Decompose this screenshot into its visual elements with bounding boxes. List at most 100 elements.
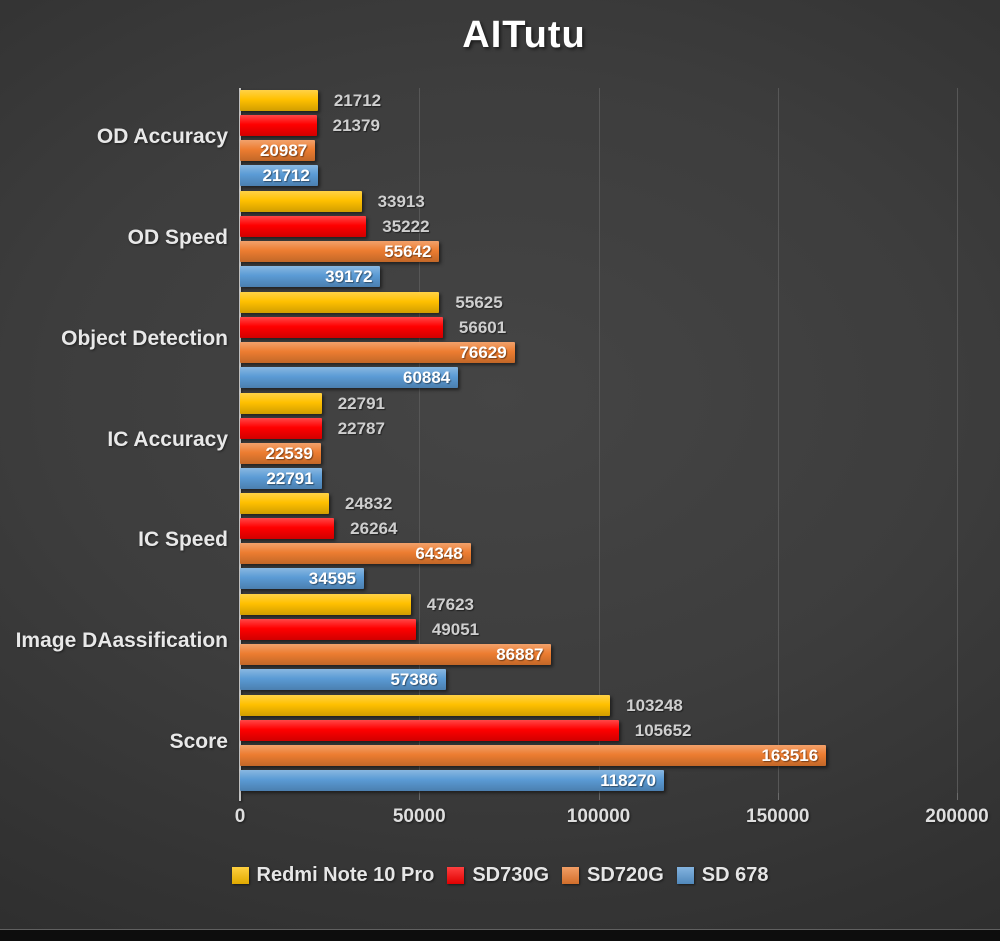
bar: 55642 (240, 241, 440, 263)
bar: 76629 (240, 341, 515, 363)
bar (240, 618, 416, 640)
bar-group: 33913 35222 55642 39172 (240, 191, 957, 291)
bar-row: 56601 (240, 316, 957, 338)
value-label: 21712 (333, 91, 382, 111)
value-label: 76629 (459, 342, 507, 362)
bar: 118270 (240, 769, 664, 791)
bar-row: 105652 (240, 719, 957, 741)
x-axis: 0 50000 100000 150000 200000 (235, 806, 989, 836)
axis-tick (777, 793, 779, 800)
bottom-strip (0, 929, 1000, 941)
value-label: 35222 (382, 217, 430, 237)
legend-label: Redmi Note 10 Pro (256, 864, 435, 886)
bar: 86887 (240, 643, 552, 665)
chart-title: AITutu (462, 14, 586, 56)
legend: Redmi Note 10 Pro SD730G SD720G SD 678 (0, 864, 1000, 887)
legend-item: SD 678 (676, 864, 768, 887)
legend-swatch (562, 867, 580, 884)
bar-row: 86887 (240, 643, 957, 665)
gridline (957, 88, 958, 793)
x-tick-label: 150000 (746, 806, 810, 827)
bar-row: 118270 (240, 769, 957, 791)
bar: 20987 (240, 140, 316, 162)
category-label: Image DAassification (15, 628, 228, 652)
category-label: Score (169, 729, 228, 753)
bar (240, 191, 362, 213)
bar-row: 24832 (240, 493, 957, 515)
x-tick-label: 200000 (925, 806, 989, 827)
bar (240, 694, 611, 716)
bar-row: 76629 (240, 341, 957, 363)
bar: 60884 (240, 366, 459, 388)
bar-group: 47623 49051 86887 57386 (240, 593, 957, 694)
value-label: 60884 (402, 367, 451, 387)
x-tick-label: 50000 (392, 806, 446, 827)
bar: 163516 (240, 744, 827, 766)
bar-group: 55625 56601 76629 60884 (240, 291, 957, 392)
category-axis: OD Accuracy OD Speed Object Detection IC Ac… (0, 88, 228, 793)
value-label: 86887 (496, 644, 544, 664)
value-label: 26264 (350, 519, 398, 539)
value-label: 57386 (390, 669, 438, 689)
value-label: 49051 (431, 619, 480, 639)
bar (240, 291, 440, 313)
bar-row: 34595 (240, 568, 957, 590)
bar (240, 518, 335, 540)
bar: 57386 (240, 668, 446, 690)
bar-row: 64348 (240, 543, 957, 565)
category-label: OD Speed (127, 226, 228, 250)
bar-row: 20987 (240, 140, 957, 162)
bar-row: 22787 (240, 417, 957, 439)
bar (240, 115, 317, 137)
bar: 39172 (240, 266, 381, 288)
value-label: 47623 (426, 594, 474, 614)
bar: 64348 (240, 543, 471, 565)
value-label: 22791 (337, 393, 385, 413)
plot-area: 21712 21379 20987 21712 33913 35222 55642 39172… (239, 88, 958, 801)
axis-tick (419, 793, 421, 800)
bar-row: 22539 (240, 442, 957, 464)
bar-group: 103248 105652 163516 118270 (240, 694, 957, 795)
value-label: 34595 (308, 569, 357, 589)
bar (240, 90, 318, 112)
legend-item: SD730G (447, 864, 549, 887)
value-label: 163516 (761, 745, 819, 765)
legend-swatch (447, 867, 465, 884)
value-label: 24832 (345, 494, 393, 514)
bar-row: 21712 (240, 90, 957, 112)
value-label: 118270 (600, 770, 656, 790)
value-label: 64348 (415, 544, 463, 564)
bar-row: 39172 (240, 266, 957, 288)
bar-row: 60884 (240, 366, 957, 388)
legend-swatch (231, 867, 249, 884)
bar-row: 103248 (240, 694, 957, 716)
bar (240, 316, 443, 338)
value-label: 56601 (458, 317, 507, 337)
x-tick-label: 0 (234, 806, 246, 827)
bar (240, 417, 322, 439)
bar-row: 21712 (240, 165, 957, 187)
category-label: Object Detection (61, 326, 228, 350)
category-label: IC Speed (138, 528, 228, 552)
legend-label: SD730G (472, 864, 550, 886)
x-tick-label: 100000 (566, 806, 631, 827)
legend-swatch (676, 867, 694, 884)
bar (240, 493, 330, 515)
bar-row: 33913 (240, 191, 957, 213)
bar: 22791 (240, 467, 322, 489)
legend-label: SD720G (587, 864, 664, 886)
bar-row: 55642 (240, 241, 957, 263)
legend-item: SD720G (562, 864, 664, 887)
bar-group: 22791 22787 22539 22791 (240, 392, 957, 493)
legend-item: Redmi Note 10 Pro (231, 864, 435, 887)
bar-row: 55625 (240, 291, 957, 313)
value-label: 21379 (332, 116, 380, 136)
value-label: 22791 (266, 468, 314, 488)
bar-group: 24832 26264 64348 34595 (240, 493, 957, 593)
bar: 34595 (240, 568, 365, 590)
bar: 22539 (240, 442, 321, 464)
bar-row: 21379 (240, 115, 957, 137)
bar: 21712 (240, 165, 318, 187)
bar-group: 21712 21379 20987 21712 (240, 90, 957, 190)
value-label: 39172 (325, 267, 373, 287)
